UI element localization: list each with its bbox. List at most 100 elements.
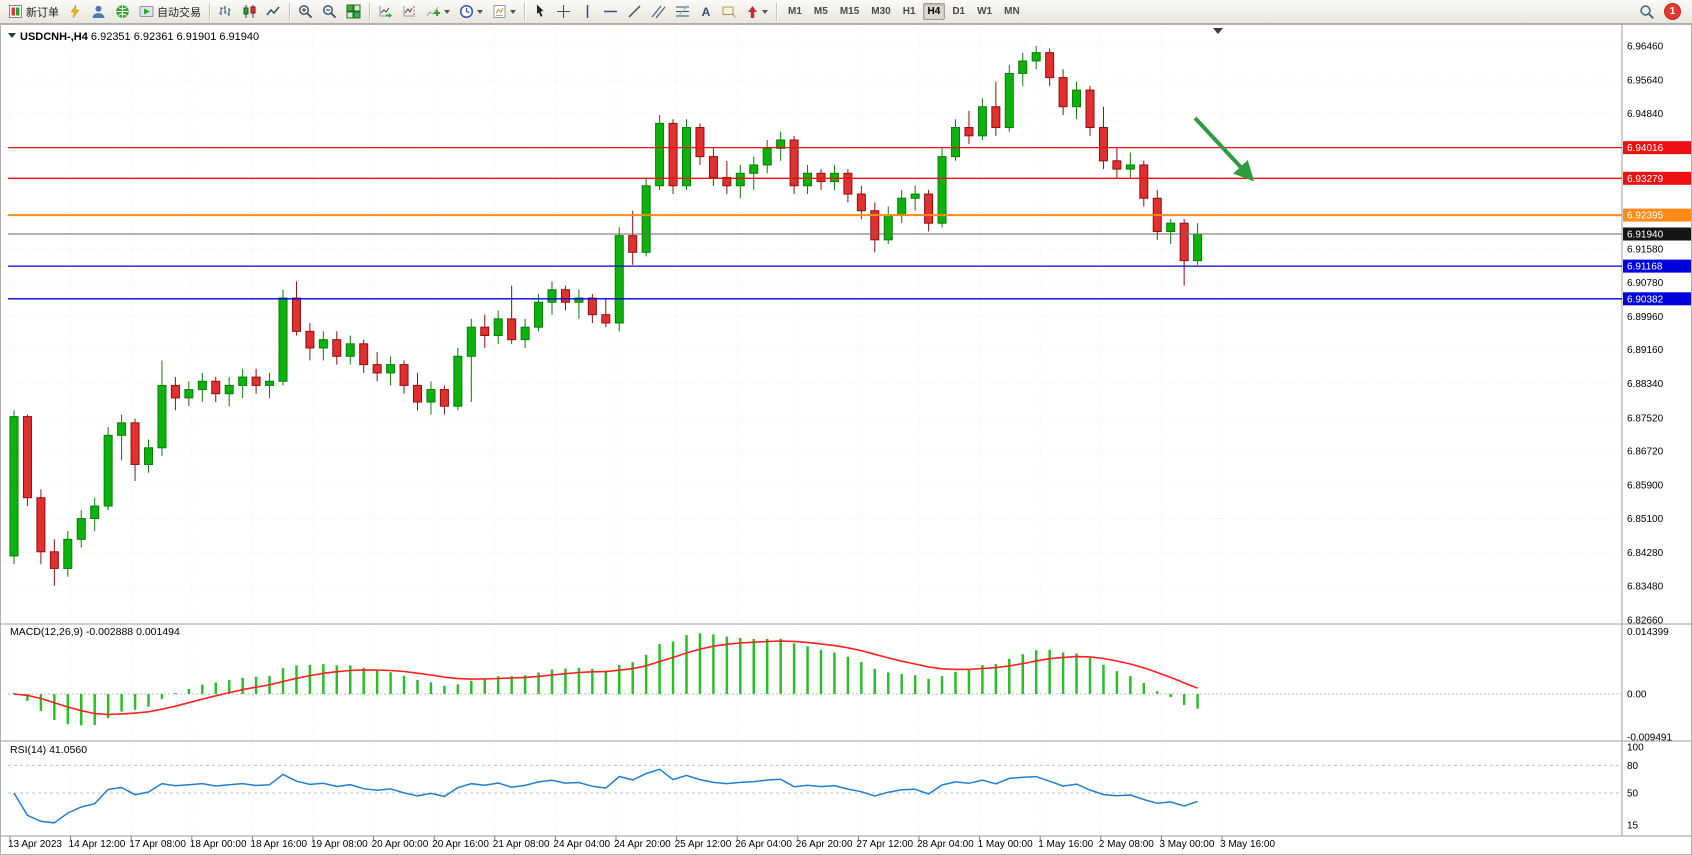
candle [251,376,261,386]
rsi-axis-label: 100 [1627,743,1644,754]
candle [722,176,732,187]
price-axis-label: 6.89160 [1627,345,1664,356]
price-badge-label: 6.90382 [1627,294,1664,305]
indicators-button[interactable] [422,2,454,22]
lightning-icon [68,4,82,19]
time-axis-label: 2 May 08:00 [1099,839,1154,850]
new-order-label: 新订单 [26,6,59,19]
template-icon [492,4,507,19]
timeframe-M5[interactable]: M5 [813,6,828,17]
price-axis-label: 6.88340 [1627,379,1664,390]
time-axis-label: 27 Apr 12:00 [856,839,913,850]
price-badge [1623,171,1691,185]
candle [1004,72,1014,129]
time-axis-label: 28 Apr 04:00 [917,839,974,850]
autotrading-button[interactable]: 自动交易 [135,2,205,22]
candle [1098,127,1108,162]
candle [224,384,234,395]
periods-button[interactable] [455,2,487,22]
terminal-button[interactable] [64,2,86,22]
price-axis-label: 6.83480 [1627,581,1664,592]
bar-chart-mode-button[interactable] [214,2,237,22]
timeframe-MN[interactable]: MN [1004,6,1020,17]
candle [520,326,530,341]
price-chart[interactable]: 13 Apr 2023 14 Apr 12:00 17 Apr 08:00 18 Ap… [0,24,1692,855]
person-icon [91,4,106,19]
text-label-button[interactable] [718,2,741,22]
candle [36,497,46,553]
shift-marker-icon[interactable] [1213,28,1223,34]
price-badge [1623,292,1691,306]
chart-shift-button[interactable] [398,2,421,22]
candle [776,139,786,149]
candle [682,127,691,187]
trendline-button[interactable] [623,2,646,22]
arrows-button[interactable] [742,2,772,22]
vertical-line-button[interactable] [576,2,598,22]
arrow-object-icon [746,5,759,19]
zoom-in-button[interactable] [294,2,317,22]
candle [547,289,557,303]
line-chart-mode-button[interactable] [262,2,285,22]
timeframe-W1[interactable]: W1 [977,6,993,17]
zoom-out-icon [322,4,337,19]
tile-windows-button[interactable] [342,2,365,22]
time-axis-label: 13 Apr 2023 [8,839,62,850]
channel-button[interactable] [647,2,670,22]
chart-area[interactable]: 13 Apr 2023 14 Apr 12:00 17 Apr 08:00 18 Ap… [0,24,1692,855]
fibonacci-button[interactable] [671,2,694,22]
candle [951,127,960,158]
timeframe-H4[interactable]: H4 [922,3,946,20]
macd-axis-zero: 0.00 [1627,690,1647,701]
cursor-button[interactable] [529,2,551,22]
time-axis-label: 20 Apr 00:00 [372,839,429,850]
new-order-button[interactable]: 新订单 [4,2,63,22]
trend-arrow-annotation[interactable] [1193,116,1255,182]
bar-chart-icon [218,4,233,19]
templates-button[interactable] [488,2,520,22]
candle [1166,222,1176,233]
text-button[interactable]: A [695,2,717,22]
candle [574,297,584,303]
candle [856,193,866,212]
timeframe-D1[interactable]: D1 [952,6,966,17]
price-badge-label: 6.91940 [1627,230,1664,241]
rsi-axis-label: 15 [1627,821,1639,832]
timeframe-M30[interactable]: M30 [871,6,891,17]
price-axis-label: 6.84280 [1627,548,1664,559]
line-chart-icon [266,4,281,19]
candle [1193,233,1203,262]
candle [937,156,947,224]
candle [144,447,153,465]
candle [1085,89,1095,129]
price-badge-label: 6.93279 [1627,174,1664,185]
toolbar-right: 1 [1635,2,1688,22]
crosshair-button[interactable] [552,2,575,22]
timeframe-M1[interactable]: M1 [788,6,802,17]
chevron-down-icon [762,9,768,14]
price-axis-label: 6.91580 [1627,244,1664,255]
time-axis-label: 1 May 00:00 [978,839,1033,850]
timeframe-H1[interactable]: H1 [902,6,916,17]
candle [345,343,355,357]
candle [130,422,140,465]
horizontal-line-icon [603,7,618,16]
community-button[interactable] [111,2,134,22]
text-label-icon [722,5,737,19]
candle [426,389,436,403]
symbol-dropdown-icon[interactable] [8,33,16,38]
search-button[interactable] [1635,2,1659,22]
macd-axis-min: -0.009491 [1627,733,1672,744]
auto-scroll-button[interactable] [374,2,397,22]
candle [318,339,328,349]
candlestick-mode-button[interactable] [238,2,261,22]
timeframe-M15[interactable]: M15 [839,6,860,17]
candlestick-icon [242,4,257,19]
time-axis-label: 25 Apr 12:00 [675,839,732,850]
zoom-out-button[interactable] [318,2,341,22]
profile-button[interactable] [87,2,110,22]
horizontal-line-button[interactable] [599,2,622,22]
zoom-in-icon [298,4,313,19]
notification-badge[interactable]: 1 [1665,4,1680,19]
